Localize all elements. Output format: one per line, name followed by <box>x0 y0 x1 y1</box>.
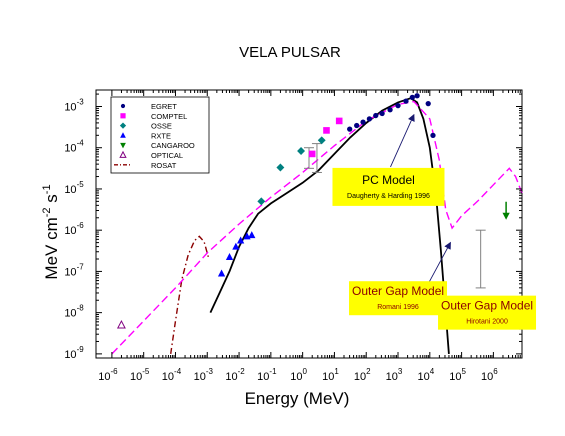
x-axis-title: Energy (MeV) <box>245 389 350 408</box>
model-curves <box>111 97 523 355</box>
annotation-title-pc: PC Model <box>362 173 415 187</box>
y-tick-label: 10-6 <box>64 221 84 237</box>
egret-point <box>395 103 401 109</box>
y-tick-label: 10-7 <box>64 262 84 278</box>
x-tick-label: 10-6 <box>98 367 118 383</box>
egret-point <box>425 100 431 107</box>
data-points <box>116 93 510 329</box>
egret-point <box>387 107 393 113</box>
legend-marker-optical <box>119 150 127 158</box>
legend-label-egret: EGRET <box>151 102 177 111</box>
cangaroo-point <box>502 212 510 220</box>
annotation-ref-pc: Daugherty & Harding 1996 <box>347 193 430 200</box>
osse-point <box>317 136 326 145</box>
legend-marker-cangaroo <box>120 142 126 149</box>
legend-label-rosat: ROSAT <box>151 161 177 170</box>
legend-label-cangaroo: CANGAROO <box>151 141 195 150</box>
annotation-arrow-og1 <box>427 241 451 285</box>
svg-text:MeV cm-2 s-1: MeV cm-2 s-1 <box>41 184 61 279</box>
annotation-arrow-pc <box>390 113 415 168</box>
egret-point <box>347 126 353 132</box>
error-bars <box>304 143 486 289</box>
y-axis-title-exp1: -2 <box>41 207 53 217</box>
legend-marker-egret <box>120 103 126 109</box>
rxte-point <box>248 231 256 239</box>
annotation-ref-og2: Hirotani 2000 <box>466 319 508 326</box>
y-axis-title-mid: s <box>42 194 61 207</box>
y-axis-title-exp2: -1 <box>41 184 53 194</box>
egret-point <box>354 122 360 129</box>
model-curve-dashdot <box>170 235 210 355</box>
legend-label-comptel: COMPTEL <box>151 112 187 121</box>
x-tick-label: 105 <box>449 367 466 383</box>
egret-point <box>373 112 379 119</box>
x-tick-label: 100 <box>290 367 307 383</box>
comptel-point <box>308 150 316 158</box>
osse-point <box>257 197 266 206</box>
egret-point <box>403 98 409 104</box>
rxte-point <box>217 269 226 277</box>
annotation-title-og2: Outer Gap Model <box>441 299 533 313</box>
y-tick-label: 10-9 <box>64 345 84 361</box>
y-tick-label: 10-5 <box>64 180 84 196</box>
legend-label-osse: OSSE <box>151 122 172 131</box>
osse-point <box>297 147 306 155</box>
legend-marker-comptel <box>120 113 126 119</box>
x-tick-label: 10-4 <box>162 367 182 383</box>
legend-box <box>110 96 210 174</box>
plot-area <box>95 89 523 359</box>
model-curve-solid <box>209 97 450 354</box>
comptel-point <box>323 127 330 134</box>
legend-label-optical: OPTICAL <box>151 151 183 160</box>
comptel-point <box>335 117 343 125</box>
egret-point <box>379 110 385 117</box>
egret-point <box>409 94 415 101</box>
y-axis-title-base: MeV cm <box>42 217 61 279</box>
annotation-ref-og1: Romani 1996 <box>377 304 419 311</box>
annotation-box-pc <box>332 167 445 206</box>
x-tick-label: 10-2 <box>225 367 245 383</box>
egret-point <box>430 132 436 138</box>
annotations: PC Model Daugherty & Harding 1996 Outer Ga… <box>332 113 537 330</box>
model-curve-dashed <box>111 100 523 355</box>
x-tick-label: 101 <box>322 367 339 383</box>
y-tick-label: 10-3 <box>64 97 84 113</box>
egret-point <box>414 93 420 99</box>
annotation-box-og1 <box>349 281 448 316</box>
x-tick-label: 10-5 <box>130 367 150 383</box>
legend-marker-osse <box>119 122 127 129</box>
plot-border <box>95 89 523 359</box>
x-tick-label: 106 <box>481 367 498 383</box>
legend-label-rxte: RXTE <box>151 131 171 140</box>
y-axis-title: MeV cm-2 s-1 <box>41 184 61 279</box>
y-tick-label: 10-8 <box>64 304 84 320</box>
rxte-point <box>225 253 234 260</box>
legend-marker-rxte <box>120 132 126 138</box>
annotation-title-og1: Outer Gap Model <box>352 284 444 298</box>
egret-point <box>360 119 366 125</box>
annotation-box-og2 <box>438 295 537 330</box>
x-tick-label: 104 <box>417 367 434 383</box>
x-tick-label: 102 <box>354 367 371 383</box>
rxte-point <box>237 236 245 244</box>
osse-point <box>276 163 285 172</box>
egret-point <box>366 116 373 122</box>
chart-title: VELA PULSAR <box>239 44 341 61</box>
optical-point <box>116 319 126 329</box>
x-tick-label: 10-1 <box>257 367 277 383</box>
axis-ticks: 10-6 10-5 10-4 10-3 10-2 10-1 100 101 102 103 104 1… <box>64 90 522 383</box>
x-tick-label: 10-3 <box>194 367 214 383</box>
rxte-point <box>232 242 240 250</box>
x-tick-label: 103 <box>386 367 403 383</box>
y-tick-label: 10-4 <box>64 139 84 155</box>
